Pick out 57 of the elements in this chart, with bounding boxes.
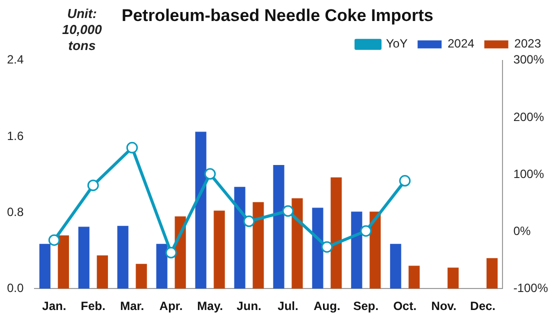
y-tick-label: 0.8 (6, 204, 24, 219)
point (243, 216, 255, 228)
bar (312, 208, 324, 289)
point (282, 205, 294, 217)
point (360, 225, 372, 237)
y-tick-label: 1.6 (6, 128, 24, 143)
point (165, 246, 177, 258)
y2-tick-label: 300% (513, 52, 544, 67)
x-tick-label: Jul. (278, 299, 298, 314)
bar (39, 244, 50, 289)
bar (117, 226, 128, 289)
x-tick-label: Jun. (236, 299, 262, 314)
bar (136, 264, 147, 289)
point (48, 234, 60, 246)
legend-label: 2023 (514, 36, 542, 51)
bar (351, 212, 362, 289)
point (126, 142, 138, 154)
point (204, 168, 216, 180)
y-tick-label: 2.4 (6, 52, 24, 67)
bar (292, 198, 303, 289)
x-tick-label: Nov. (431, 299, 456, 314)
x-tick-label: Dec. (470, 299, 496, 314)
y2-tick-label: 0% (513, 224, 531, 238)
chart-title: Petroleum-based Needle Coke Imports (122, 6, 434, 25)
y-tick-label: 0.0 (6, 280, 24, 295)
x-tick-label: Apr. (159, 299, 183, 314)
bar (408, 266, 420, 289)
legend-label: YoY (386, 36, 408, 51)
bar (156, 244, 168, 289)
bar (330, 177, 342, 289)
bar (448, 268, 459, 289)
bar (78, 226, 90, 289)
bar (252, 202, 264, 289)
bar (58, 235, 69, 289)
x-tick-label: May. (197, 299, 223, 314)
y2-tick-label: 100% (513, 166, 544, 181)
x-tick-label: Jan. (42, 299, 66, 314)
legend-label: 2024 (448, 36, 475, 51)
point (87, 180, 99, 192)
x-tick-label: Feb. (80, 299, 106, 314)
y2-tick-label: -100% (513, 280, 548, 295)
bar (195, 132, 206, 289)
x-tick-label: Aug. (314, 299, 340, 314)
x-tick-label: Sep. (353, 299, 379, 314)
x-tick-label: Oct. (393, 299, 417, 314)
x-tick-label: Mar. (120, 299, 144, 314)
bar (390, 244, 402, 289)
bar (96, 255, 108, 289)
text: Unit: 10,000 tons (61, 6, 103, 54)
point (399, 175, 411, 187)
y2-tick-label: 200% (513, 110, 544, 124)
bar (486, 258, 498, 289)
point (321, 241, 333, 253)
bar (214, 210, 225, 289)
bar (273, 164, 284, 289)
bar (370, 212, 381, 289)
bar (234, 186, 246, 289)
